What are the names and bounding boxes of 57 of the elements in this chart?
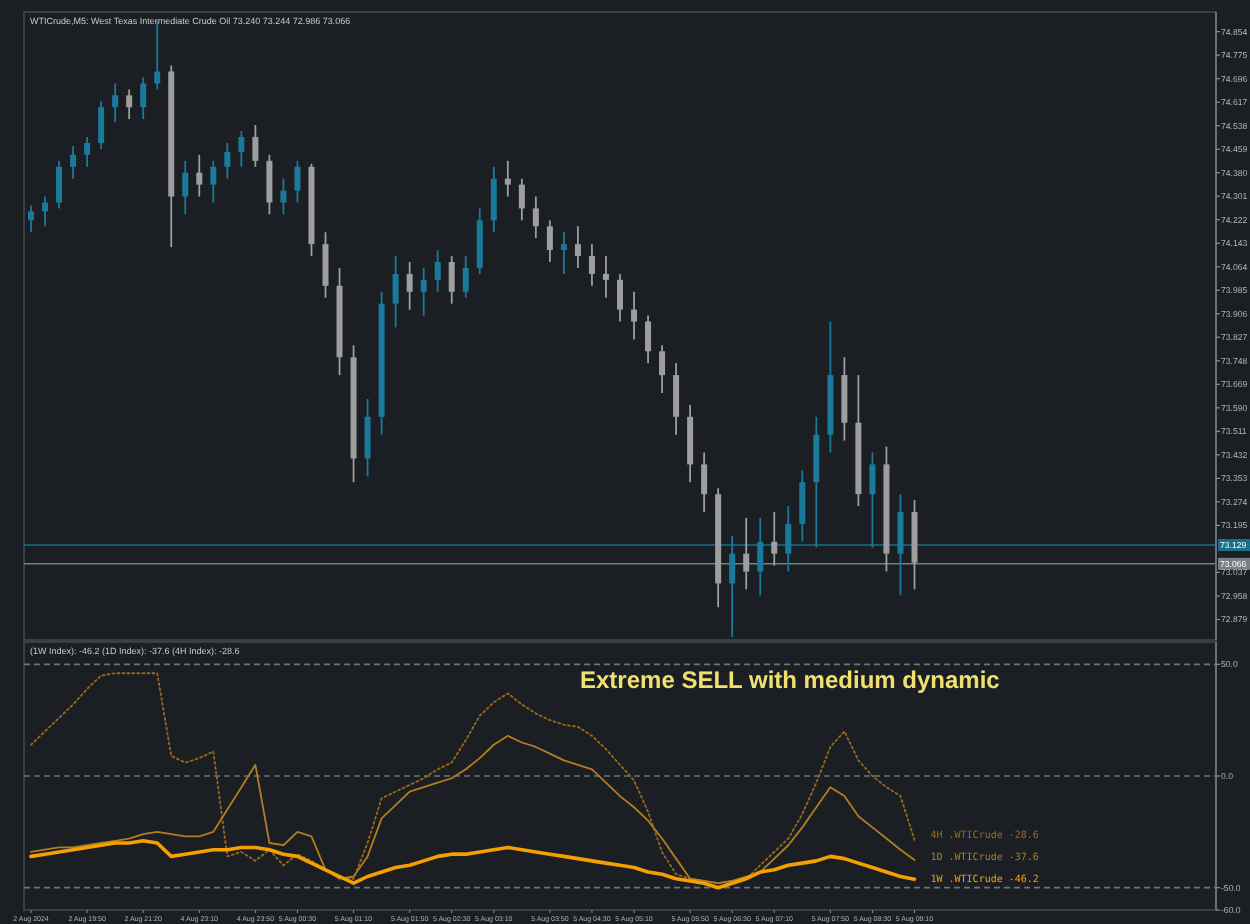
candlestick <box>659 344 666 394</box>
candlestick <box>771 511 778 567</box>
line-series <box>30 734 916 885</box>
candlestick <box>617 273 623 323</box>
candlestick <box>476 207 483 275</box>
candlestick <box>574 225 581 269</box>
candlestick <box>532 195 539 240</box>
candlestick <box>588 243 595 287</box>
candlestick <box>154 20 161 91</box>
candlestick <box>743 517 750 591</box>
candlestick <box>112 82 119 124</box>
candlestick <box>799 469 806 543</box>
candlestick <box>56 159 63 210</box>
candlestick <box>560 231 567 275</box>
candlestick <box>266 153 273 216</box>
candlestick <box>701 451 708 513</box>
candlestick <box>182 159 189 216</box>
candlestick <box>434 249 441 293</box>
candlestick <box>238 130 245 168</box>
candlestick <box>140 76 147 121</box>
candlestick <box>126 88 133 121</box>
candlestick <box>364 398 371 478</box>
candlestick <box>70 145 77 180</box>
candlestick <box>322 231 329 299</box>
candlestick <box>645 314 652 365</box>
candlestick <box>406 261 413 311</box>
candlestick <box>757 517 764 597</box>
candlestick <box>869 451 876 549</box>
candlestick <box>631 290 638 341</box>
line-series <box>29 838 917 890</box>
candlestick <box>813 415 820 549</box>
candlestick <box>392 255 399 329</box>
candlestick <box>252 124 259 168</box>
candlestick <box>729 534 736 638</box>
candlestick <box>448 255 455 305</box>
candlestick <box>841 356 848 442</box>
candlestick <box>673 362 680 436</box>
candlestick <box>490 165 497 234</box>
annotation: Extreme SELL with medium dynamic <box>580 666 1001 694</box>
candlestick <box>785 505 792 573</box>
candlestick <box>98 100 105 150</box>
candlestick <box>546 219 553 263</box>
candlestick <box>420 267 427 317</box>
candlestick <box>280 177 287 216</box>
candlestick <box>224 142 231 180</box>
candlestick <box>504 159 511 198</box>
candlestick <box>462 255 469 299</box>
candlestick <box>687 403 694 484</box>
candlestick <box>28 204 35 234</box>
candlestick <box>294 159 301 204</box>
candlestick <box>84 136 91 168</box>
candlestick <box>196 153 203 198</box>
candlestick <box>897 493 904 597</box>
candlestick <box>518 177 525 222</box>
candlestick <box>210 159 217 204</box>
candlestick <box>602 255 609 299</box>
candlestick <box>42 195 49 228</box>
